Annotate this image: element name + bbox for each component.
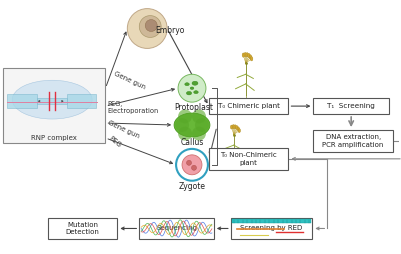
Text: Protoplast: Protoplast bbox=[174, 103, 213, 112]
Circle shape bbox=[176, 149, 208, 181]
FancyBboxPatch shape bbox=[232, 218, 312, 224]
FancyBboxPatch shape bbox=[3, 68, 105, 143]
Ellipse shape bbox=[12, 80, 92, 119]
Ellipse shape bbox=[232, 125, 235, 129]
Circle shape bbox=[182, 155, 202, 175]
Ellipse shape bbox=[185, 83, 189, 86]
Text: Gene gun: Gene gun bbox=[107, 120, 141, 140]
Circle shape bbox=[145, 20, 157, 31]
Text: T₀ Non-Chimeric
plant: T₀ Non-Chimeric plant bbox=[220, 152, 277, 166]
Ellipse shape bbox=[238, 129, 241, 133]
Text: RNP complex: RNP complex bbox=[31, 135, 77, 141]
Ellipse shape bbox=[244, 53, 247, 57]
Text: Sequencing: Sequencing bbox=[156, 226, 197, 231]
FancyBboxPatch shape bbox=[37, 98, 67, 104]
Text: PEG,
Electroporation: PEG, Electroporation bbox=[107, 101, 159, 114]
FancyBboxPatch shape bbox=[139, 217, 214, 240]
Ellipse shape bbox=[234, 125, 236, 129]
FancyBboxPatch shape bbox=[48, 217, 117, 240]
Text: Screening by RED: Screening by RED bbox=[241, 226, 303, 231]
FancyBboxPatch shape bbox=[67, 94, 97, 108]
Ellipse shape bbox=[250, 57, 253, 61]
Circle shape bbox=[178, 109, 192, 123]
Ellipse shape bbox=[174, 113, 210, 137]
Circle shape bbox=[139, 15, 161, 38]
Circle shape bbox=[192, 165, 196, 170]
FancyBboxPatch shape bbox=[209, 148, 288, 170]
Ellipse shape bbox=[235, 125, 238, 130]
Ellipse shape bbox=[246, 53, 248, 57]
Text: PEG: PEG bbox=[107, 135, 122, 149]
FancyBboxPatch shape bbox=[313, 130, 393, 152]
Ellipse shape bbox=[249, 55, 252, 59]
Ellipse shape bbox=[190, 87, 194, 89]
Text: T₁  Screening: T₁ Screening bbox=[327, 103, 375, 109]
Circle shape bbox=[192, 109, 206, 123]
Text: Embryo: Embryo bbox=[155, 26, 184, 35]
Circle shape bbox=[178, 74, 206, 102]
FancyBboxPatch shape bbox=[7, 94, 37, 108]
Circle shape bbox=[195, 118, 209, 132]
Text: Callus: Callus bbox=[180, 138, 204, 147]
Circle shape bbox=[178, 127, 192, 141]
Ellipse shape bbox=[248, 53, 250, 58]
Text: Mutation
Detection: Mutation Detection bbox=[66, 222, 99, 235]
Text: DNA extraction,
PCR amplification: DNA extraction, PCR amplification bbox=[322, 134, 384, 148]
Ellipse shape bbox=[192, 81, 198, 85]
Ellipse shape bbox=[237, 127, 239, 131]
Text: T₀ Chimeric plant: T₀ Chimeric plant bbox=[218, 103, 280, 109]
Ellipse shape bbox=[194, 91, 198, 94]
Ellipse shape bbox=[186, 91, 192, 95]
FancyBboxPatch shape bbox=[209, 98, 288, 114]
FancyBboxPatch shape bbox=[313, 98, 389, 114]
Circle shape bbox=[128, 9, 167, 49]
Circle shape bbox=[175, 118, 189, 132]
Circle shape bbox=[186, 160, 192, 165]
Text: Gene gun: Gene gun bbox=[113, 70, 147, 90]
Ellipse shape bbox=[242, 53, 245, 57]
Circle shape bbox=[192, 127, 206, 141]
Text: Zygote: Zygote bbox=[178, 182, 205, 191]
FancyBboxPatch shape bbox=[231, 217, 312, 240]
Ellipse shape bbox=[231, 125, 233, 129]
